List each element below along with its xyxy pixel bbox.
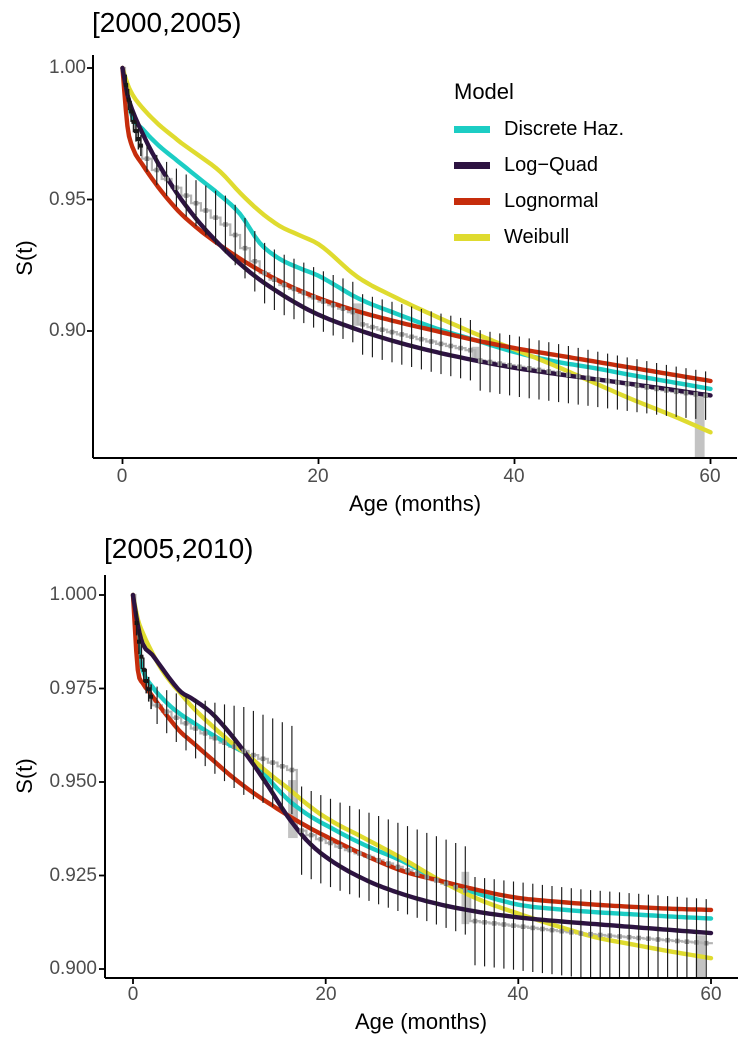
chart2-ytick-0.925: 0.925 [49, 865, 97, 886]
chart2-xtick-0: 0 [127, 984, 139, 1005]
chart2-xtick-40: 40 [507, 984, 529, 1005]
chart2-xtick-20: 20 [315, 984, 337, 1005]
lognormal-line-swatch-icon [454, 198, 490, 205]
legend-label: Weibull [504, 226, 570, 248]
legend-title: Model [454, 79, 514, 104]
chart-2005-2010 [99, 575, 738, 984]
km-markers [134, 621, 709, 946]
chart1-ytick-0.90: 0.90 [49, 320, 86, 341]
chart1-x-axis-label: Age (months) [348, 491, 482, 516]
km-ci-block [694, 392, 705, 458]
legend-label: Discrete Haz. [504, 118, 625, 140]
chart2-xtick-60: 60 [700, 984, 722, 1005]
chart-2000-2005 [87, 55, 737, 464]
chart1-ytick-0.95: 0.95 [49, 189, 86, 210]
discrete-haz-line-swatch-icon [454, 126, 490, 133]
legend-item-discrete-haz: Discrete Haz. [454, 118, 625, 140]
curve-weibull [120, 65, 713, 435]
km-error-bars [135, 610, 707, 977]
km-ci-block [288, 780, 298, 839]
weibull-line-swatch-icon [454, 234, 490, 241]
chart2-ytick-0.900: 0.900 [49, 958, 97, 979]
km-error-bars [125, 74, 707, 420]
chart2-x-axis-label: Age (months) [354, 1009, 488, 1034]
chart1-axes [87, 55, 737, 464]
log-quad-line-swatch-icon [454, 162, 490, 169]
legend-item-lognormal: Lognormal [454, 190, 624, 212]
curve-log-quad [130, 592, 714, 936]
chart2-y-axis-label: S(t) [12, 758, 37, 794]
legend-item-weibull: Weibull [454, 226, 624, 248]
chart2-axes [99, 575, 738, 984]
chart2-title: [2005,2010) [104, 533, 254, 564]
chart1-title: [2000,2005) [92, 7, 242, 38]
curve-discrete-haz- [130, 592, 714, 921]
curve-lognormal [120, 65, 713, 384]
legend-item-log-quad: Log−Quad [454, 154, 624, 176]
legend-label: Log−Quad [504, 154, 598, 176]
chart1-xtick-0: 0 [116, 466, 128, 487]
legend-label: Lognormal [504, 190, 599, 212]
chart2-ytick-0.975: 0.975 [49, 678, 97, 699]
chart1-xtick-60: 60 [699, 466, 721, 487]
chart1-xtick-20: 20 [307, 466, 329, 487]
chart1-xtick-40: 40 [503, 466, 525, 487]
curve-lognormal [130, 592, 714, 913]
curve-weibull [130, 592, 714, 961]
chart2-ytick-1.000: 1.000 [49, 584, 97, 605]
chart1-y-axis-label: S(t) [12, 240, 37, 276]
curve-log-quad [120, 65, 713, 398]
legend: Model Discrete Haz. Log−Quad Lognormal W… [454, 79, 624, 263]
curve-discrete-haz- [120, 65, 713, 392]
chart1-ytick-1.00: 1.00 [49, 57, 86, 78]
chart2-ytick-0.950: 0.950 [49, 771, 97, 792]
